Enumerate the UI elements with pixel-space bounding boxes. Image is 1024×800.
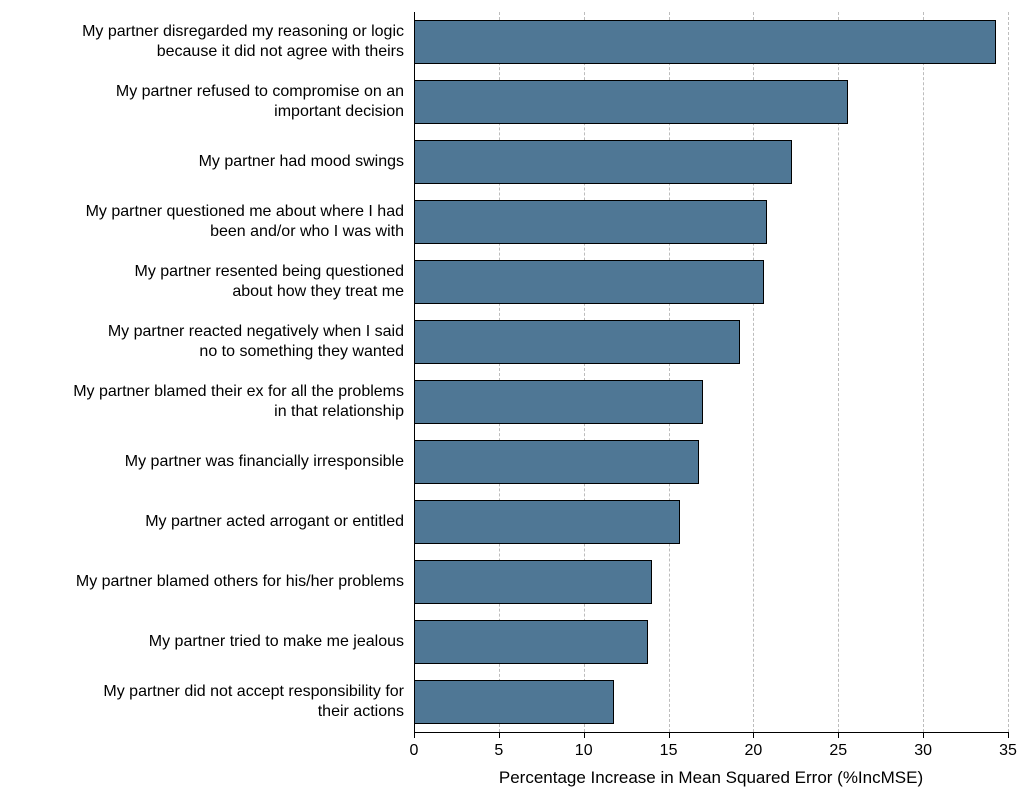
x-tick-label: 10 [575,742,593,760]
bar [414,260,764,303]
category-label: My partner did not accept responsibility… [0,672,404,732]
bar [414,140,792,183]
category-label: My partner blamed their ex for all the p… [0,372,404,432]
category-label: My partner questioned me about where I h… [0,192,404,252]
x-tick-label: 30 [914,742,932,760]
category-label: My partner tried to make me jealous [0,612,404,672]
category-label: My partner acted arrogant or entitled [0,492,404,552]
x-tick-label: 15 [660,742,678,760]
x-tick-label: 25 [829,742,847,760]
grid-line [1008,12,1009,732]
bar [414,80,848,123]
bar [414,20,996,63]
category-label: My partner blamed others for his/her pro… [0,552,404,612]
bar [414,440,699,483]
x-axis-title: Percentage Increase in Mean Squared Erro… [414,768,1008,788]
category-label: My partner was financially irresponsible [0,432,404,492]
x-tick-label: 20 [745,742,763,760]
category-label: My partner resented being questionedabou… [0,252,404,312]
x-tick-label: 35 [999,742,1017,760]
grid-line [923,12,924,732]
x-axis-line [414,732,1008,733]
bar [414,500,680,543]
bar [414,680,614,723]
x-tick-label: 5 [494,742,503,760]
x-tick-mark [1008,732,1009,738]
category-label: My partner disregarded my reasoning or l… [0,12,404,72]
bar [414,620,648,663]
bar [414,380,703,423]
bar [414,320,740,363]
bar [414,560,652,603]
category-label: My partner had mood swings [0,132,404,192]
bar [414,200,767,243]
category-label: My partner reacted negatively when I sai… [0,312,404,372]
category-label: My partner refused to compromise on anim… [0,72,404,132]
plot-area [414,12,1008,732]
horizontal-bar-chart: Percentage Increase in Mean Squared Erro… [0,0,1024,800]
y-axis-line [414,12,415,732]
x-tick-label: 0 [410,742,419,760]
